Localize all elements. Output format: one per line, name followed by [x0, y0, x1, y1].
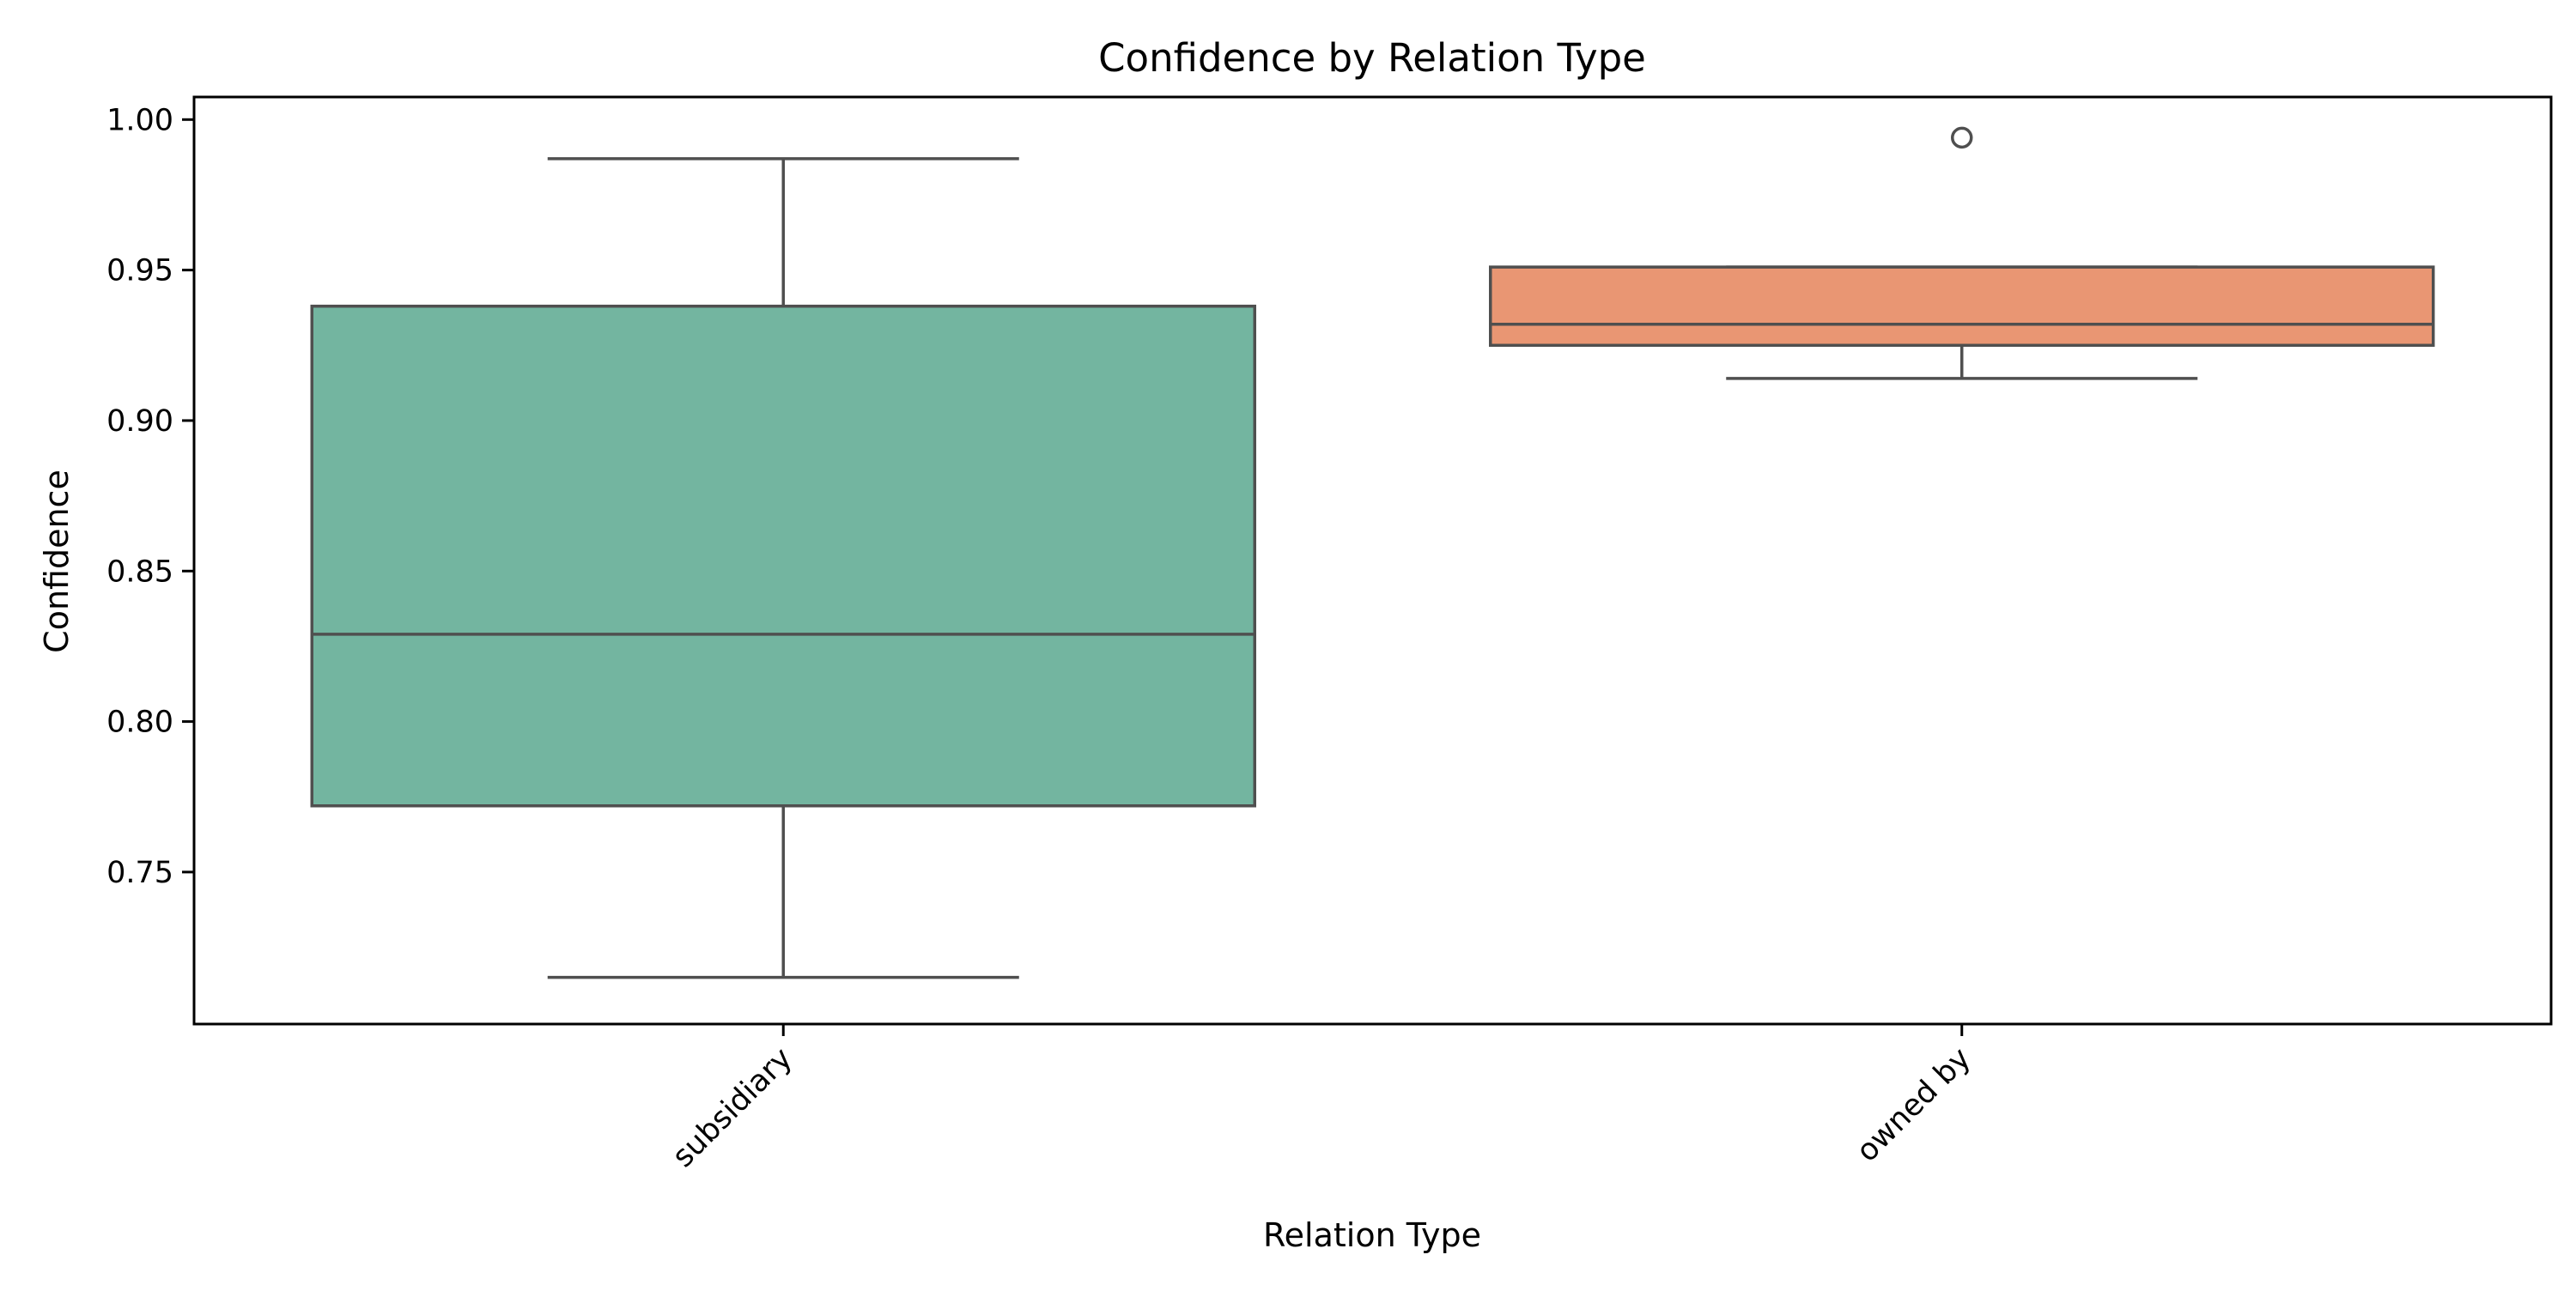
- box-iqr: [1489, 265, 2435, 348]
- x-tick-label: owned by: [1850, 1041, 1978, 1169]
- box-iqr: [310, 304, 1256, 808]
- y-tick-label: 0.75: [106, 856, 173, 890]
- y-axis-title: Confidence: [38, 470, 76, 653]
- y-tick-label: 1.00: [106, 103, 173, 137]
- outlier-point: [1951, 126, 1973, 149]
- box-group-subsidiary: [310, 157, 1256, 979]
- x-axis: subsidiary owned by: [666, 1024, 1978, 1174]
- y-tick-label: 0.85: [106, 555, 173, 589]
- y-tick-label: 0.80: [106, 706, 173, 740]
- y-tick-label: 0.90: [106, 404, 173, 439]
- y-axis: 0.75 0.80 0.85 0.90 0.95 1.00: [106, 103, 194, 890]
- x-axis-title: Relation Type: [1263, 1216, 1481, 1254]
- y-tick-label: 0.95: [106, 254, 173, 288]
- box-group-owned-by: [1489, 126, 2435, 380]
- x-tick-label: subsidiary: [666, 1041, 799, 1174]
- plot-area: [310, 126, 2435, 979]
- plot-frame: [192, 95, 2553, 1026]
- chart-title: Confidence by Relation Type: [1098, 35, 1646, 81]
